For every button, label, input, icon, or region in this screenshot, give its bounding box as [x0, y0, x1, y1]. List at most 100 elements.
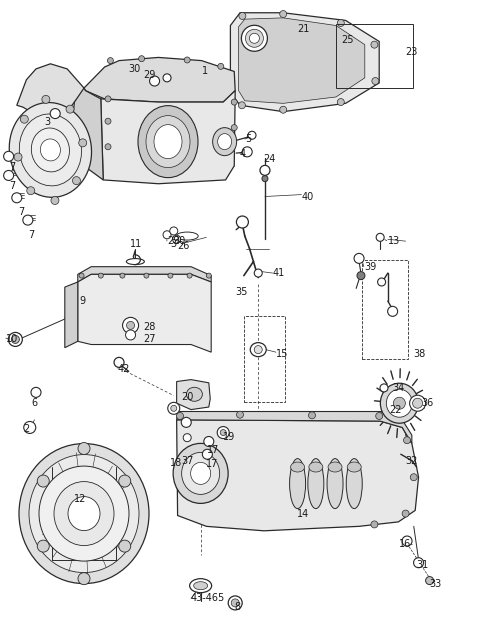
- Circle shape: [12, 336, 19, 343]
- Ellipse shape: [250, 343, 266, 357]
- Circle shape: [8, 332, 23, 346]
- Circle shape: [127, 322, 134, 329]
- Ellipse shape: [190, 579, 212, 593]
- Circle shape: [168, 273, 173, 278]
- Text: 20: 20: [181, 392, 194, 402]
- Polygon shape: [78, 274, 211, 352]
- Circle shape: [404, 437, 410, 443]
- Text: 33: 33: [430, 579, 442, 589]
- Text: 30: 30: [174, 236, 186, 246]
- Circle shape: [388, 306, 397, 316]
- Ellipse shape: [309, 462, 323, 472]
- Text: 29: 29: [143, 70, 156, 80]
- Circle shape: [376, 234, 384, 241]
- Circle shape: [217, 427, 229, 438]
- Bar: [244, 316, 285, 402]
- Circle shape: [119, 475, 131, 487]
- Text: 32: 32: [406, 456, 418, 466]
- Text: 6: 6: [31, 398, 37, 408]
- Polygon shape: [78, 267, 211, 282]
- Ellipse shape: [254, 346, 262, 353]
- Text: 43-465: 43-465: [191, 593, 225, 604]
- Text: 10: 10: [6, 334, 18, 345]
- Circle shape: [402, 510, 409, 517]
- Circle shape: [171, 405, 177, 412]
- Ellipse shape: [154, 124, 182, 159]
- Circle shape: [105, 96, 111, 102]
- Circle shape: [4, 151, 13, 161]
- Text: 8: 8: [234, 602, 240, 612]
- Circle shape: [236, 216, 249, 228]
- Ellipse shape: [191, 463, 211, 484]
- Circle shape: [280, 107, 287, 113]
- Circle shape: [79, 273, 84, 278]
- Circle shape: [78, 573, 90, 584]
- Circle shape: [37, 475, 49, 487]
- Text: 24: 24: [263, 154, 276, 165]
- Circle shape: [254, 269, 262, 277]
- Circle shape: [105, 144, 111, 150]
- Circle shape: [231, 99, 237, 105]
- Circle shape: [409, 395, 426, 412]
- Circle shape: [50, 108, 60, 119]
- Ellipse shape: [19, 114, 82, 186]
- Text: 40: 40: [301, 191, 314, 202]
- Text: 36: 36: [421, 398, 434, 408]
- Ellipse shape: [186, 387, 203, 401]
- Circle shape: [248, 131, 256, 139]
- Text: 9: 9: [79, 296, 85, 306]
- Text: 18: 18: [170, 457, 183, 468]
- Ellipse shape: [126, 258, 144, 265]
- Circle shape: [426, 577, 433, 584]
- Text: 22: 22: [389, 404, 401, 415]
- Circle shape: [413, 398, 422, 408]
- Polygon shape: [71, 88, 103, 180]
- Text: 21: 21: [298, 24, 310, 34]
- Text: 2: 2: [23, 424, 29, 434]
- Ellipse shape: [138, 106, 198, 177]
- Circle shape: [37, 540, 49, 552]
- Circle shape: [51, 197, 59, 204]
- Ellipse shape: [40, 139, 60, 161]
- Polygon shape: [239, 18, 365, 103]
- Circle shape: [354, 253, 364, 263]
- Text: 7: 7: [18, 207, 24, 217]
- Circle shape: [357, 272, 365, 279]
- Ellipse shape: [245, 29, 264, 47]
- Circle shape: [120, 273, 125, 278]
- Text: 4: 4: [240, 149, 246, 160]
- Circle shape: [163, 74, 171, 82]
- Polygon shape: [101, 91, 235, 184]
- Text: 38: 38: [414, 349, 426, 359]
- Text: 7: 7: [10, 181, 16, 191]
- Text: 23: 23: [406, 47, 418, 57]
- Ellipse shape: [241, 26, 267, 51]
- Ellipse shape: [31, 128, 70, 172]
- Circle shape: [262, 175, 268, 182]
- Text: 39: 39: [364, 262, 376, 272]
- Text: 14: 14: [297, 508, 309, 519]
- Circle shape: [220, 429, 226, 436]
- Circle shape: [66, 105, 74, 113]
- Text: 28: 28: [143, 322, 156, 332]
- Circle shape: [78, 443, 90, 454]
- Ellipse shape: [146, 115, 190, 168]
- Text: 42: 42: [118, 364, 130, 374]
- Polygon shape: [65, 282, 78, 348]
- Text: 27: 27: [143, 334, 156, 345]
- Circle shape: [144, 273, 149, 278]
- Circle shape: [23, 215, 33, 225]
- Circle shape: [218, 63, 224, 70]
- Circle shape: [42, 96, 50, 103]
- Circle shape: [173, 235, 180, 243]
- Ellipse shape: [250, 33, 259, 43]
- Text: 11: 11: [130, 239, 142, 249]
- Text: 17: 17: [207, 445, 220, 455]
- Ellipse shape: [173, 443, 228, 503]
- Text: 19: 19: [223, 432, 236, 442]
- Circle shape: [119, 540, 131, 552]
- Circle shape: [114, 357, 124, 367]
- Circle shape: [122, 317, 139, 334]
- Circle shape: [231, 599, 239, 607]
- Circle shape: [31, 387, 41, 397]
